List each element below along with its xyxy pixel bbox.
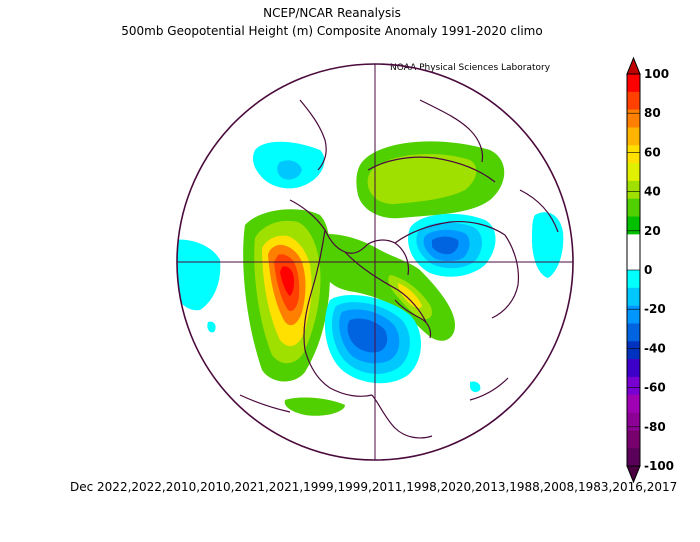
- colorbar-tick-label: -20: [644, 302, 666, 316]
- colorbar-tick-label: -40: [644, 341, 666, 355]
- colorbar-segment: [627, 270, 640, 289]
- colorbar-segment: [627, 430, 640, 449]
- colorbar-segment: [627, 198, 640, 217]
- colorbar-tick-label: 0: [644, 263, 652, 277]
- coastlines: [239, 99, 559, 439]
- colorbar-segment: [627, 341, 640, 360]
- anomaly-field: [177, 141, 564, 416]
- colorbar-segment: [627, 145, 640, 164]
- colorbar-tick-label: 80: [644, 106, 661, 120]
- colorbar-segment: [627, 74, 640, 93]
- colorbar-segment: [627, 216, 640, 235]
- page-subtitle: 500mb Geopotential Height (m) Composite …: [121, 24, 543, 38]
- colorbar-max-arrow: [626, 56, 641, 75]
- colorbar-tick-label: -60: [644, 381, 666, 395]
- trough-north-america: [324, 295, 422, 384]
- colorbar-segment: [627, 287, 640, 306]
- colorbar-segment: [627, 180, 640, 200]
- colorbar-segment: [627, 91, 640, 110]
- trough-siberia: [408, 213, 496, 277]
- colorbar-tick-label: 40: [644, 185, 661, 199]
- colorbar-tick-label: 20: [644, 224, 661, 238]
- colorbar-tick-label: 60: [644, 145, 661, 159]
- page-title: NCEP/NCAR Reanalysis: [263, 6, 401, 20]
- colorbar-segment: [627, 252, 640, 271]
- ridge-north-pacific: [243, 209, 331, 382]
- colorbar-segment: [627, 163, 640, 182]
- colorbar: 100 80 60 40 20 0 -20 -40 -60 -80 -100: [626, 56, 674, 484]
- map-boundary: [176, 63, 574, 461]
- colorbar-segment: [627, 234, 640, 253]
- colorbar-segment: [627, 359, 640, 378]
- colorbar-tick-label: -100: [644, 459, 674, 473]
- credit-label: NOAA Physical Sciences Laboratory: [390, 63, 551, 73]
- colorbar-segment: [627, 394, 640, 413]
- colorbar-segment: [627, 412, 640, 431]
- colorbar-segment: [627, 305, 640, 324]
- colorbar-tick-label: -80: [644, 420, 666, 434]
- colorbar-segment: [627, 127, 640, 146]
- colorbar-tick-label: 100: [644, 67, 669, 81]
- graticule: [177, 64, 573, 460]
- trough-east: [532, 212, 564, 278]
- colorbar-segment: [627, 323, 640, 342]
- footer-dates: Dec 2022,2022,2010,2010,2021,2021,1999,1…: [70, 480, 678, 494]
- colorbar-segment: [627, 109, 640, 128]
- colorbar-segment: [627, 376, 640, 396]
- colorbar-segment: [627, 448, 640, 467]
- trough-west: [177, 239, 221, 311]
